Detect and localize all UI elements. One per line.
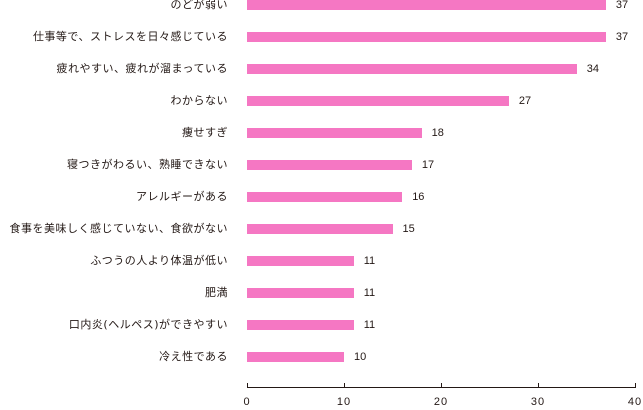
value-label: 37 — [615, 0, 629, 11]
x-axis-tick-label: 30 — [530, 396, 546, 408]
bar — [247, 160, 412, 170]
value-label: 11 — [363, 287, 376, 299]
value-label: 27 — [518, 95, 532, 107]
x-axis-tick — [441, 383, 442, 388]
category-label: 食事を美味しく感じていない、食欲がない — [9, 222, 228, 235]
category-label: 肥満 — [205, 286, 228, 299]
value-label: 37 — [615, 31, 629, 43]
category-label: 痩せすぎ — [182, 126, 228, 139]
x-axis-tick — [344, 383, 345, 388]
bar-row: ふつうの人より体温が低い 11 — [0, 254, 643, 268]
category-label: 口内炎(ヘルペス)ができやすい — [68, 318, 228, 331]
category-label: 冷え性である — [159, 350, 228, 363]
bar — [247, 288, 354, 298]
bar-row: 冷え性である 10 — [0, 350, 643, 364]
bar-row: 仕事等で、ストレスを日々感じている 37 — [0, 30, 643, 44]
x-axis-tick-label: 0 — [243, 396, 251, 408]
bar-row: 肥満 11 — [0, 286, 643, 300]
bar-row: 食事を美味しく感じていない、食欲がない 15 — [0, 222, 643, 236]
x-axis-tick-label: 40 — [627, 396, 643, 408]
bar-row: わからない 27 — [0, 94, 643, 108]
x-axis-tick — [247, 383, 248, 388]
value-label: 18 — [431, 127, 444, 139]
x-axis-tick — [538, 383, 539, 388]
value-label: 11 — [363, 255, 376, 267]
bar — [247, 128, 422, 138]
value-label: 17 — [421, 159, 435, 171]
bar — [247, 352, 344, 362]
bar-row: のどが弱い 37 — [0, 0, 643, 12]
bar — [247, 32, 606, 42]
bar-row: 寝つきがわるい、熟睡できない 17 — [0, 158, 643, 172]
bar — [247, 256, 354, 266]
bar-row: 口内炎(ヘルペス)ができやすい 11 — [0, 318, 643, 332]
bar — [247, 96, 509, 106]
bar-row: 痩せすぎ 18 — [0, 126, 643, 140]
bar-row: 疲れやすい、疲れが溜まっている 34 — [0, 62, 643, 76]
bar — [247, 192, 403, 202]
category-label: のどが弱い — [170, 0, 228, 11]
bar-row: アレルギーがある 16 — [0, 190, 643, 204]
x-axis-tick — [635, 383, 636, 388]
category-label: 疲れやすい、疲れが溜まっている — [56, 62, 228, 75]
x-axis-tick-label: 10 — [336, 396, 352, 408]
bar — [247, 0, 606, 10]
category-label: アレルギーがある — [136, 190, 228, 203]
bar — [247, 224, 393, 234]
bar — [247, 320, 354, 330]
value-label: 11 — [363, 319, 376, 331]
value-label: 15 — [402, 223, 415, 235]
bar — [247, 64, 577, 74]
category-label: 仕事等で、ストレスを日々感じている — [32, 30, 228, 43]
x-axis-tick-label: 20 — [433, 396, 449, 408]
value-label: 16 — [412, 191, 425, 203]
category-label: 寝つきがわるい、熟睡できない — [67, 158, 228, 171]
value-label: 34 — [586, 63, 600, 75]
category-label: わからない — [170, 94, 228, 107]
category-label: ふつうの人より体温が低い — [90, 254, 228, 267]
value-label: 10 — [354, 351, 367, 363]
